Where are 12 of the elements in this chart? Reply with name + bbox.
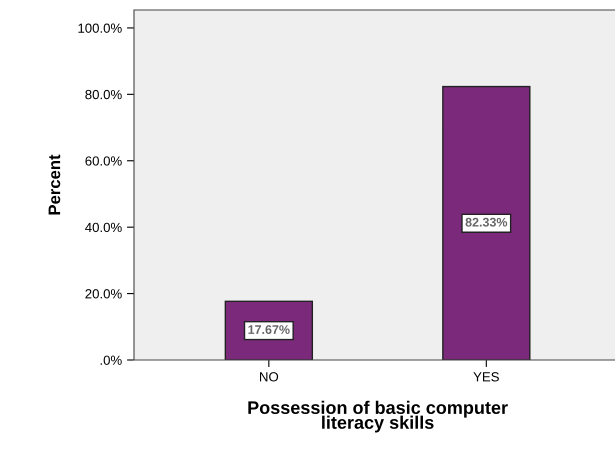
y-axis-title: Percent bbox=[48, 154, 60, 214]
y-tick-label: 60.0% bbox=[85, 156, 122, 166]
x-axis-title: Possession of basic computer literacy skills bbox=[248, 400, 508, 432]
y-tick-label: 80.0% bbox=[85, 90, 122, 100]
y-tick-label: 40.0% bbox=[85, 222, 122, 232]
data-label: 82.33% bbox=[466, 218, 508, 227]
y-tick-label: 100.0% bbox=[78, 24, 122, 33]
y-tick-label: .0% bbox=[100, 356, 122, 365]
x-tick-label: NO bbox=[260, 372, 278, 382]
y-tick-label: 20.0% bbox=[85, 289, 122, 298]
data-label: 17.67% bbox=[248, 325, 290, 334]
x-tick-label: YES bbox=[473, 372, 499, 382]
